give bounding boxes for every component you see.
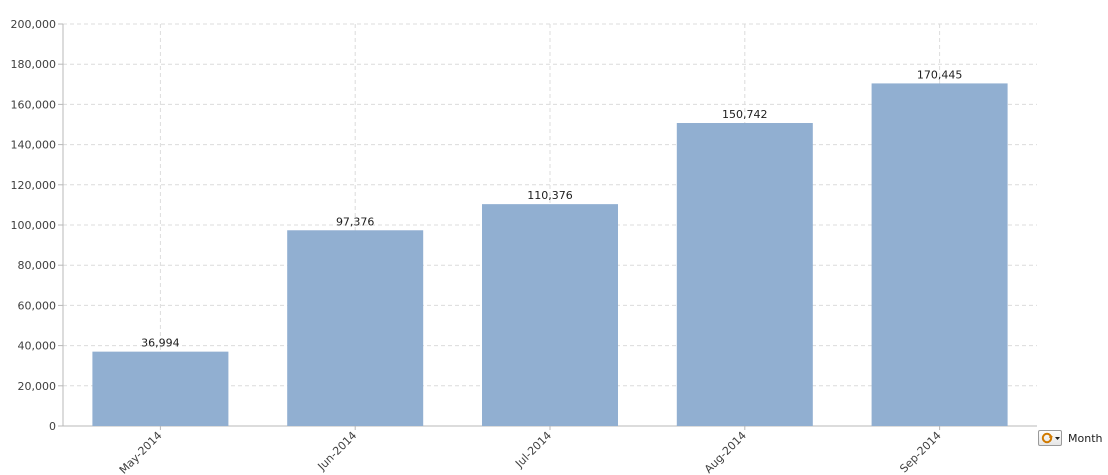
bar[interactable] [92, 351, 229, 426]
y-tick-label: 20,000 [18, 380, 57, 393]
y-tick-label: 200,000 [11, 18, 57, 31]
y-tick-label: 160,000 [11, 98, 57, 111]
y-tick-label: 0 [49, 420, 56, 433]
x-axis-ticks: May-2014 Jun-2014 Jul-2014 Aug-2014 Sep-2014 [117, 426, 944, 475]
data-label: 97,376 [336, 215, 375, 228]
y-tick-label: 80,000 [18, 259, 57, 272]
y-tick-label: 40,000 [18, 340, 57, 353]
x-tick-label: Jun-2014 [315, 429, 360, 474]
data-label: 150,742 [722, 108, 768, 121]
x-tick-label: Jul-2014 [512, 429, 554, 471]
cycle-group-button[interactable] [1038, 430, 1062, 446]
cycle-group-icon [1041, 432, 1060, 444]
y-tick-label: 120,000 [11, 179, 57, 192]
x-tick-label: Aug-2014 [702, 429, 749, 475]
data-label: 170,445 [917, 68, 963, 81]
bar[interactable] [676, 123, 813, 427]
cycle-group-control[interactable]: Month [1038, 430, 1102, 446]
y-tick-label: 60,000 [18, 299, 57, 312]
data-labels: 36,994 97,376 110,376 150,742 170,445 [141, 68, 962, 349]
data-label: 110,376 [527, 189, 573, 202]
cycle-group-label: Month [1068, 431, 1103, 445]
data-label: 36,994 [141, 337, 180, 350]
bar[interactable] [871, 83, 1008, 426]
x-tick-label: Sep-2014 [897, 429, 943, 475]
y-axis-ticks: 0 20,000 40,000 60,000 80,000 100,000 120,000 1… [11, 18, 63, 433]
y-tick-label: 100,000 [11, 219, 57, 232]
y-tick-label: 180,000 [11, 58, 57, 71]
x-tick-label: May-2014 [117, 429, 165, 475]
bar[interactable] [287, 230, 424, 426]
y-tick-label: 140,000 [11, 139, 57, 152]
bar[interactable] [482, 204, 618, 426]
bars [92, 83, 1008, 427]
